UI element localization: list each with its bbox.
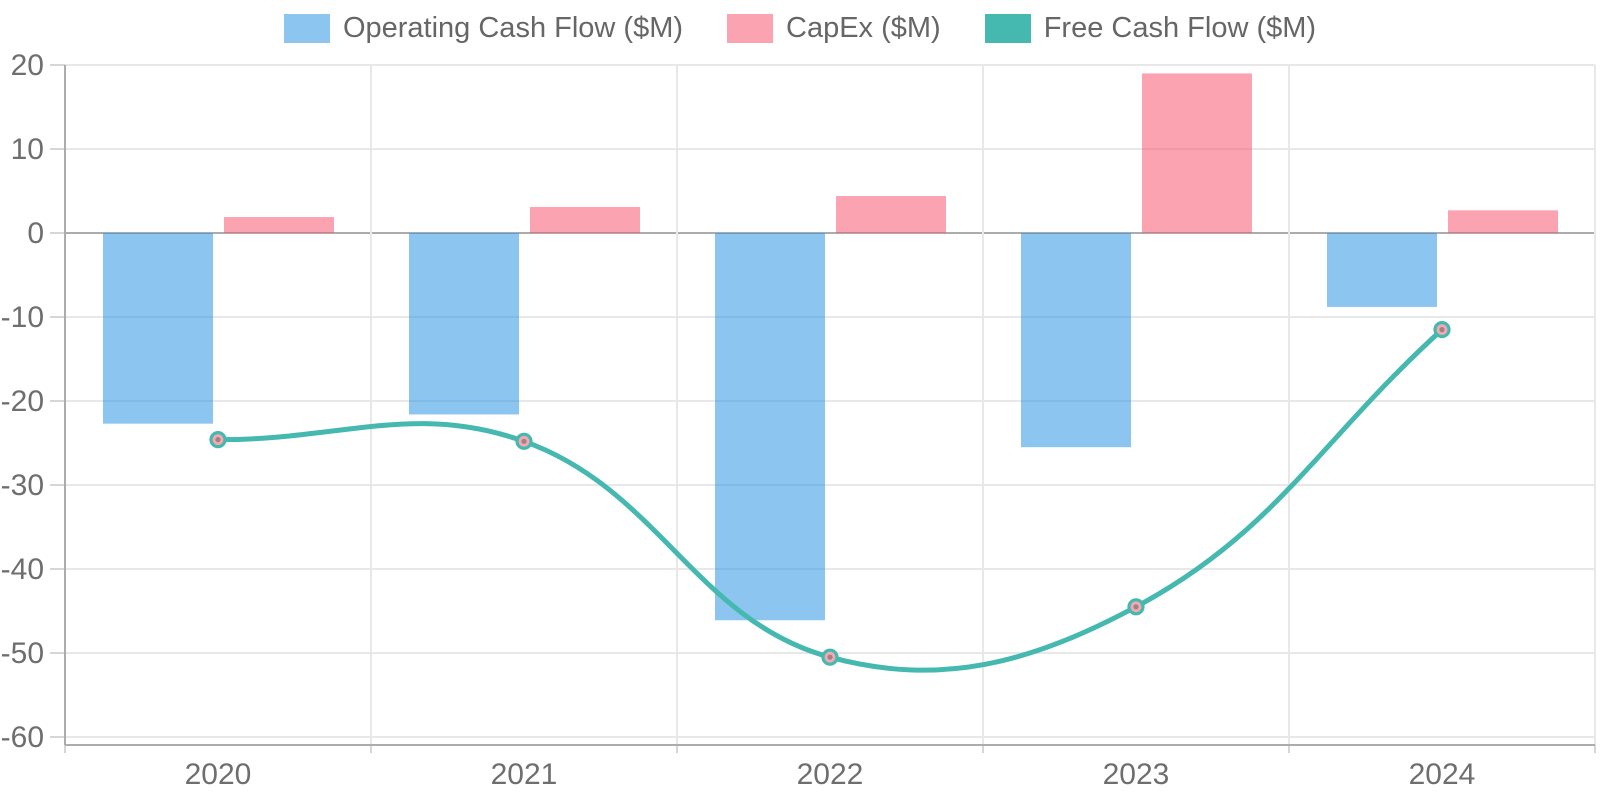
y-tick-label: -40 [1, 553, 44, 586]
y-tick-label: -60 [1, 721, 44, 754]
point-dot-2020 [215, 437, 221, 443]
line-free-cash-flow-m[interactable] [215, 327, 1445, 673]
bar-operating-cash-flow-m-2024[interactable] [1327, 233, 1437, 307]
bar-capex-m-2020[interactable] [224, 217, 334, 233]
x-tick-label-2024: 2024 [1409, 758, 1476, 791]
point-dot-2021 [521, 438, 527, 444]
y-tick-label: -20 [1, 385, 44, 418]
legend-item-free-cash-flow[interactable]: Free Cash Flow ($M) [984, 12, 1317, 45]
y-tick-label: -10 [1, 301, 44, 334]
y-tick-label: 20 [11, 49, 44, 82]
legend-label-operating-cash-flow: Operating Cash Flow ($M) [342, 12, 684, 44]
legend-swatch-operating-cash-flow [283, 14, 330, 43]
legend-item-capex[interactable]: CapEx ($M) [727, 12, 941, 45]
legend-item-operating-cash-flow[interactable]: Operating Cash Flow ($M) [283, 12, 684, 45]
legend-swatch-free-cash-flow [984, 14, 1031, 43]
y-tick-label: 10 [11, 133, 44, 166]
legend-swatch-capex [727, 14, 774, 43]
legend: Operating Cash Flow ($M) CapEx ($M) Free… [0, 12, 1600, 45]
x-tick-label-2022: 2022 [797, 758, 864, 791]
x-tick-label-2020: 2020 [185, 758, 252, 791]
y-tick-label: -30 [1, 469, 44, 502]
y-tick-label: 0 [27, 217, 44, 250]
bar-operating-cash-flow-m-2021[interactable] [409, 233, 519, 415]
bar-capex-m-2023[interactable] [1142, 73, 1252, 234]
point-dot-2023 [1133, 604, 1139, 610]
bar-operating-cash-flow-m-2020[interactable] [103, 233, 213, 424]
y-tick-label: -50 [1, 637, 44, 670]
point-dot-2024 [1439, 327, 1445, 333]
x-tick-label-2023: 2023 [1103, 758, 1170, 791]
bar-operating-cash-flow-m-2022[interactable] [715, 233, 825, 621]
x-tick-label-2021: 2021 [491, 758, 558, 791]
bar-operating-cash-flow-m-2023[interactable] [1021, 233, 1131, 448]
legend-label-free-cash-flow: Free Cash Flow ($M) [1043, 12, 1317, 44]
bar-capex-m-2024[interactable] [1448, 210, 1558, 233]
bar-capex-m-2022[interactable] [836, 196, 946, 233]
legend-label-capex: CapEx ($M) [786, 12, 941, 44]
bar-capex-m-2021[interactable] [530, 206, 640, 233]
point-dot-2022 [827, 654, 833, 660]
